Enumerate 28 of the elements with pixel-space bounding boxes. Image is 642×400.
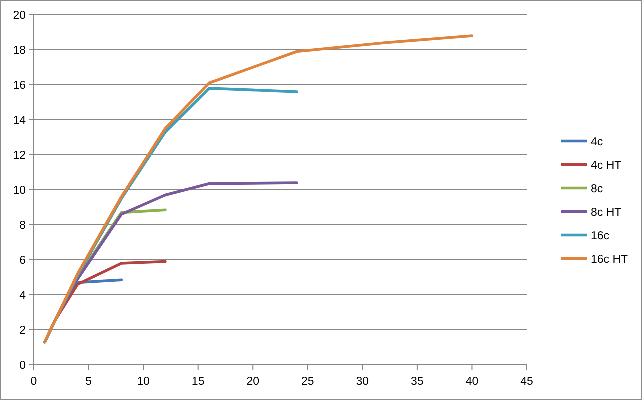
y-tick-label: 2 — [20, 325, 26, 338]
line-series — [44, 34, 474, 344]
x-tick-label: 45 — [520, 376, 534, 388]
x-tick-label: 5 — [86, 376, 92, 388]
y-tick-label: 6 — [20, 255, 26, 268]
legend-label: 8c HT — [591, 206, 622, 219]
legend-label: 4c HT — [591, 160, 622, 172]
y-tick-label: 0 — [20, 360, 26, 372]
y-tick-label: 10 — [13, 185, 26, 198]
x-tick-label: 40 — [466, 376, 479, 388]
y-tick-label: 4 — [20, 290, 27, 302]
y-tick-label: 12 — [13, 150, 26, 162]
y-tick-label: 18 — [13, 45, 26, 58]
legend-label: 8c — [591, 183, 604, 196]
x-tick-label: 20 — [246, 376, 260, 388]
x-tick-label: 15 — [192, 376, 205, 388]
legend-label: 16c HT — [591, 254, 628, 266]
x-tick-label: 25 — [301, 376, 314, 388]
x-tick-label: 35 — [411, 376, 424, 388]
x-tick-label: 30 — [356, 376, 370, 388]
y-tick-label: 20 — [13, 10, 26, 22]
x-tick-label: 0 — [30, 376, 38, 388]
y-tick-label: 16 — [13, 80, 26, 92]
y-tick-label: 14 — [13, 115, 27, 128]
legend-label: 4c — [591, 136, 604, 148]
x-tick-label: 10 — [137, 376, 150, 388]
y-tick-label: 8 — [20, 220, 26, 232]
legend-label: 16c — [591, 230, 610, 242]
